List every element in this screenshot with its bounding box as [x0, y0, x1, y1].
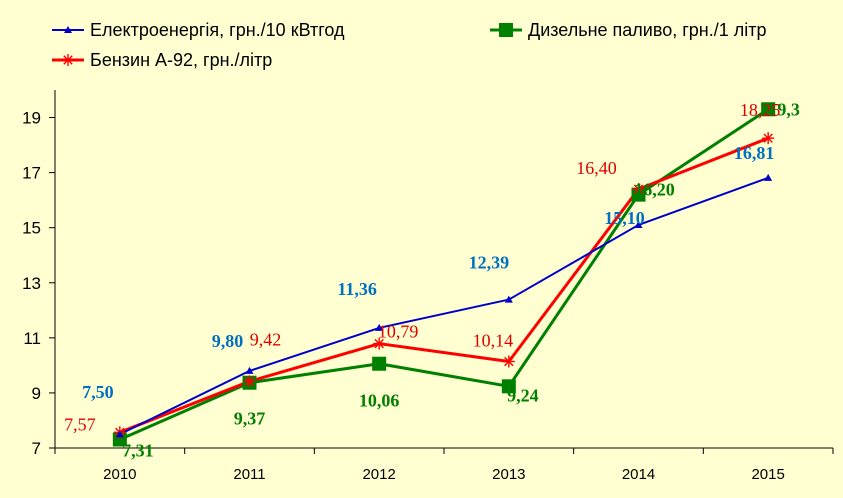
data-point	[243, 375, 256, 388]
x-tick-label: 2015	[751, 466, 784, 483]
data-label: 7,50	[82, 382, 114, 402]
x-tick-label: 2012	[362, 466, 395, 483]
data-label: 16,40	[576, 158, 617, 178]
data-point	[502, 355, 515, 368]
data-label: 18,25	[740, 100, 781, 120]
legend-item: Дизельне паливо, грн./1 літр	[490, 20, 767, 40]
y-tick-label: 13	[22, 274, 41, 293]
data-point	[634, 220, 643, 228]
data-label: 16,81	[734, 143, 775, 163]
legend-label: Дизельне паливо, грн./1 літр	[528, 20, 767, 40]
data-point	[372, 356, 387, 371]
data-point	[373, 337, 386, 350]
y-tick-label: 9	[32, 384, 41, 403]
x-tick-label: 2013	[492, 466, 525, 483]
data-label: 9,24	[507, 385, 539, 405]
legend-item: Електроенергія, грн./10 кВтгод	[52, 20, 345, 40]
data-label: 9,42	[250, 329, 282, 349]
chart-axes: 7 9 11 13 15 17 19 2010 2011 2012 2013 2014 2015	[22, 90, 834, 483]
y-tick-label: 11	[23, 329, 41, 348]
x-tick-label: 2010	[103, 466, 136, 483]
data-point	[632, 183, 645, 196]
legend-label: Електроенергія, грн./10 кВтгод	[90, 20, 345, 40]
data-point	[501, 379, 516, 394]
series-lines	[119, 108, 769, 441]
data-label: 19,3	[768, 99, 800, 119]
x-tick-label: 2011	[233, 466, 265, 483]
y-tick-label: 7	[32, 439, 41, 458]
series-line	[119, 136, 769, 434]
legend: Електроенергія, грн./10 кВтгод Дизельне п…	[52, 20, 767, 70]
legend-swatch-marker	[499, 23, 513, 37]
data-label: 10,14	[473, 331, 514, 351]
data-label: 9,37	[234, 409, 266, 429]
legend-swatch-marker	[64, 26, 72, 33]
data-label: 16,20	[634, 180, 675, 200]
series-line	[119, 176, 769, 436]
data-point	[761, 102, 776, 117]
data-label: 7,57	[64, 414, 96, 434]
data-label: 10,79	[378, 322, 419, 342]
legend-item: Бензин А-92, грн./літр	[52, 50, 272, 70]
data-label: 9,80	[212, 331, 244, 351]
data-label: 11,36	[337, 279, 377, 299]
legend-label: Бензин А-92, грн./літр	[90, 50, 272, 70]
data-label: 10,06	[359, 391, 400, 411]
x-tick-label: 2014	[622, 466, 655, 483]
data-point	[504, 295, 513, 303]
data-label: 15,10	[604, 208, 645, 228]
data-label: 12,39	[469, 253, 510, 273]
legend-swatch-marker	[62, 54, 74, 66]
y-tick-label: 17	[22, 164, 41, 183]
series-line	[119, 108, 769, 441]
series-markers	[112, 102, 776, 447]
data-point	[375, 323, 384, 331]
data-point	[764, 173, 773, 181]
data-point	[115, 430, 124, 438]
data-labels: 7,50 9,80 11,36 12,39 15,10 16,81 7,31 9,37 10,0…	[64, 99, 800, 460]
y-tick-label: 19	[22, 109, 41, 128]
y-tick-label: 15	[22, 219, 41, 238]
data-point	[245, 366, 254, 374]
data-label: 7,31	[122, 440, 154, 460]
data-point	[762, 132, 775, 145]
